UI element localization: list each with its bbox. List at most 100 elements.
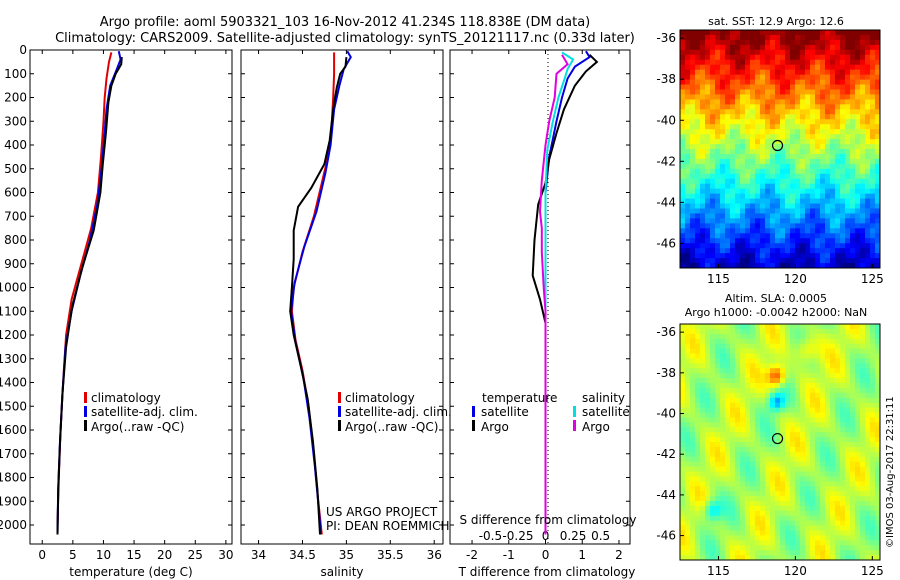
heatmap-cell xyxy=(840,59,846,66)
heatmap-cell xyxy=(860,173,866,180)
heatmap-cell xyxy=(830,129,836,135)
heatmap-cell xyxy=(870,422,876,428)
heatmap-cell xyxy=(765,491,771,497)
heatmap-cell xyxy=(715,89,721,96)
heatmap-cell xyxy=(790,387,796,394)
heatmap-cell xyxy=(800,124,806,130)
heatmap-cell xyxy=(685,525,691,532)
heatmap-cell xyxy=(705,223,711,229)
heatmap-cell xyxy=(840,139,846,145)
heatmap-cell xyxy=(770,402,776,409)
heatmap-cell xyxy=(720,79,726,86)
heatmap-cell xyxy=(815,476,821,482)
heatmap-cell xyxy=(755,501,761,507)
heatmap-cell xyxy=(745,383,751,389)
heatmap-cell xyxy=(740,144,746,150)
heatmap-cell xyxy=(805,417,811,423)
heatmap-cell xyxy=(750,368,756,374)
heatmap-cell xyxy=(750,437,756,443)
heatmap-cell xyxy=(715,243,721,249)
heatmap-cell xyxy=(845,466,851,473)
heatmap-cell xyxy=(870,387,876,394)
heatmap-cell xyxy=(735,193,741,200)
heatmap-cell xyxy=(680,530,686,537)
heatmap-cell xyxy=(685,89,691,96)
heatmap-cell xyxy=(725,79,731,86)
heatmap-cell xyxy=(830,397,836,404)
heatmap-cell xyxy=(875,213,880,220)
heatmap-cell xyxy=(830,476,836,482)
heatmap-cell xyxy=(840,481,846,487)
heatmap-cell xyxy=(820,223,826,229)
heatmap-cell xyxy=(790,461,796,468)
heatmap-cell xyxy=(865,59,871,66)
heatmap-cell xyxy=(760,233,766,239)
heatmap-cell xyxy=(705,258,711,264)
heatmap-cell xyxy=(715,79,721,86)
heatmap-cell xyxy=(865,89,871,96)
heatmap-cell xyxy=(810,402,816,409)
heatmap-cell xyxy=(835,353,841,360)
heatmap-cell xyxy=(705,387,711,394)
heatmap-cell xyxy=(875,193,880,200)
heatmap-cell xyxy=(765,417,771,423)
heatmap-cell xyxy=(710,99,716,105)
heatmap-cell xyxy=(860,392,866,399)
heatmap-cell xyxy=(800,437,806,443)
heatmap-cell xyxy=(855,59,861,66)
heatmap-cell xyxy=(715,59,721,66)
heatmap-cell xyxy=(760,228,766,234)
heatmap-cell xyxy=(730,353,736,360)
heatmap-cell xyxy=(710,481,716,487)
heatmap-cell xyxy=(755,456,761,463)
heatmap-cell xyxy=(795,324,801,330)
heatmap-cell xyxy=(785,471,791,478)
heatmap-cell xyxy=(840,378,846,384)
heatmap-cell xyxy=(725,248,731,254)
heatmap-cell xyxy=(870,253,876,259)
heatmap-cell xyxy=(830,348,836,355)
heatmap-cell xyxy=(770,114,776,120)
heatmap-cell xyxy=(840,213,846,220)
heatmap-cell xyxy=(850,343,856,350)
heatmap-cell xyxy=(685,139,691,145)
heatmap-cell xyxy=(795,358,801,364)
heatmap-cell xyxy=(770,496,776,502)
heatmap-cell xyxy=(700,555,706,560)
heatmap-cell xyxy=(840,258,846,264)
legend-swatch-satellite xyxy=(84,406,87,417)
heatmap-cell xyxy=(835,540,841,546)
heatmap-cell xyxy=(770,456,776,463)
heatmap-cell xyxy=(870,163,876,170)
sla-map-title-line1: Altim. SLA: 0.0005 xyxy=(725,292,827,305)
heatmap-cell xyxy=(710,30,716,36)
heatmap-cell xyxy=(695,258,701,264)
heatmap-cell xyxy=(835,407,841,414)
heatmap-cell xyxy=(765,363,771,369)
heatmap-cell xyxy=(845,491,851,497)
heatmap-cell xyxy=(815,89,821,96)
heatmap-cell xyxy=(745,74,751,81)
heatmap-cell xyxy=(790,238,796,244)
heatmap-cell xyxy=(765,69,771,76)
heatmap-cell xyxy=(730,333,736,340)
heatmap-cell xyxy=(710,363,716,369)
heatmap-cell xyxy=(745,387,751,394)
heatmap-cell xyxy=(875,139,880,145)
heatmap-cell xyxy=(825,373,831,379)
heatmap-cell xyxy=(745,104,751,110)
heatmap-cell xyxy=(825,258,831,264)
heatmap-cell xyxy=(780,363,786,369)
map-y-tick-label: -36 xyxy=(656,31,676,45)
heatmap-cell xyxy=(865,442,871,448)
heatmap-cell xyxy=(765,253,771,259)
heatmap-cell xyxy=(695,114,701,120)
heatmap-cell xyxy=(700,218,706,224)
heatmap-cell xyxy=(840,402,846,409)
heatmap-cell xyxy=(865,392,871,399)
heatmap-cell xyxy=(785,129,791,135)
heatmap-cell xyxy=(735,158,741,165)
heatmap-cell xyxy=(780,555,786,560)
heatmap-cell xyxy=(860,363,866,369)
heatmap-cell xyxy=(710,407,716,414)
